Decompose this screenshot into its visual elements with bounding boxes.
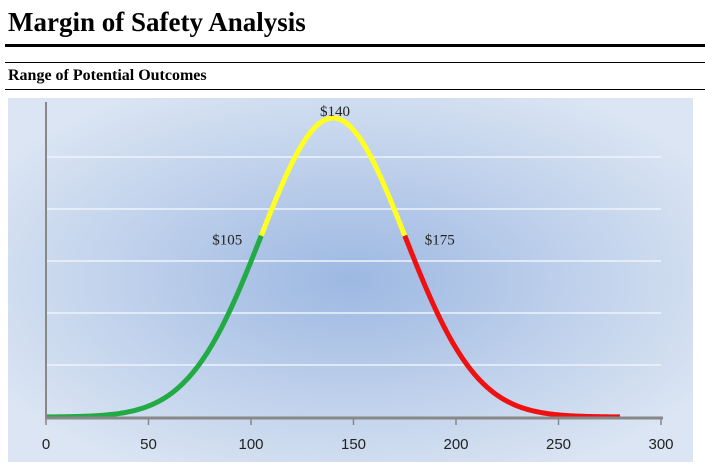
page-title: Margin of Safety Analysis [8, 7, 306, 37]
x-tick-label: 50 [140, 436, 157, 453]
section-title: Range of Potential Outcomes [8, 67, 207, 84]
x-tick-label: 250 [546, 436, 571, 453]
curve-segment-high [402, 234, 621, 420]
curve-series [45, 115, 621, 420]
x-tick-label: 150 [341, 436, 366, 453]
section-divider-top [5, 62, 705, 63]
x-tick-label: 100 [238, 436, 263, 453]
x-tick-label: 200 [443, 436, 468, 453]
axes [45, 102, 663, 420]
x-tick-label: 0 [42, 436, 50, 453]
data-label: $105 [212, 233, 242, 249]
curve-segment-low [45, 234, 264, 420]
x-axis-ticks: 0 50 100 150 200 250 300 [42, 419, 674, 453]
title-divider [5, 44, 705, 47]
annotations: $105 $140 $175 [212, 104, 455, 249]
curve-segment-mid [258, 115, 408, 237]
data-label: $175 [425, 233, 455, 249]
data-label: $140 [320, 104, 350, 120]
x-tick-label: 300 [648, 436, 673, 453]
gridlines [46, 156, 661, 366]
plot-background [8, 98, 693, 462]
section-divider-bottom [5, 89, 705, 90]
